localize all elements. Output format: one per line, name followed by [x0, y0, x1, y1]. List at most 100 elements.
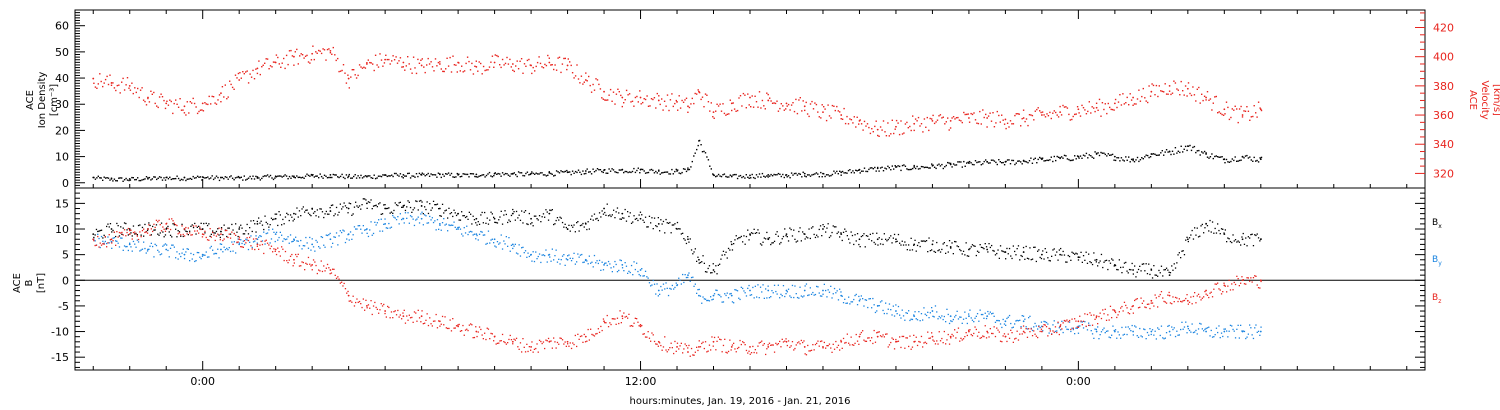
bottom-ytick-label: 10: [55, 223, 69, 236]
data-point: [687, 351, 689, 353]
data-point: [302, 261, 304, 264]
data-point: [266, 223, 269, 225]
data-point: [1227, 237, 1229, 239]
data-point: [145, 252, 147, 254]
data-point: [1163, 338, 1165, 340]
data-point: [563, 57, 565, 60]
data-point: [189, 232, 191, 234]
data-point: [701, 151, 704, 153]
data-point: [159, 224, 161, 226]
data-point: [996, 327, 998, 329]
data-point: [650, 98, 653, 100]
data-point: [144, 178, 146, 180]
data-point: [413, 311, 416, 313]
data-point: [347, 175, 350, 178]
data-point: [260, 220, 262, 222]
data-point: [1167, 151, 1169, 153]
data-point: [177, 258, 179, 260]
data-point: [1086, 313, 1089, 316]
data-point: [653, 283, 656, 285]
data-point: [841, 118, 844, 120]
data-point: [401, 318, 403, 320]
data-point: [339, 230, 341, 232]
data-point: [1100, 115, 1102, 117]
data-point: [1090, 314, 1092, 316]
data-point: [1218, 288, 1220, 290]
data-point: [270, 217, 273, 219]
data-point: [913, 244, 915, 246]
data-point: [689, 280, 691, 282]
data-point: [1210, 291, 1212, 293]
data-point: [338, 70, 340, 73]
data-point: [412, 175, 415, 177]
data-point: [511, 243, 514, 246]
data-point: [636, 262, 638, 264]
data-point: [842, 302, 845, 304]
data-point: [238, 236, 241, 238]
data-point: [734, 348, 736, 350]
data-point: [193, 177, 196, 179]
data-point: [859, 298, 861, 300]
data-point: [388, 58, 390, 61]
data-point: [852, 170, 854, 172]
data-point: [979, 309, 981, 311]
data-point: [278, 236, 280, 239]
data-point: [1082, 107, 1085, 109]
data-point: [426, 174, 428, 176]
data-point: [164, 179, 167, 181]
data-point: [791, 235, 794, 237]
data-point: [910, 348, 912, 350]
data-point: [925, 314, 928, 317]
data-point: [284, 67, 286, 70]
data-point: [107, 223, 109, 225]
data-point: [1117, 269, 1119, 271]
data-point: [471, 62, 473, 65]
data-point: [287, 63, 289, 66]
data-point: [951, 166, 953, 168]
data-point: [795, 344, 797, 346]
data-point: [989, 311, 991, 313]
data-point: [992, 112, 994, 114]
data-point: [278, 211, 280, 213]
data-point: [901, 240, 903, 242]
data-point: [895, 338, 897, 341]
data-point: [173, 246, 175, 248]
data-point: [1022, 315, 1025, 317]
data-point: [408, 222, 410, 224]
data-point: [607, 172, 609, 174]
data-point: [989, 162, 991, 164]
data-point: [992, 159, 994, 161]
data-point: [703, 262, 705, 264]
data-point: [772, 242, 774, 244]
top-right-ylabel-line1: ACE: [1467, 90, 1478, 110]
data-point: [703, 298, 705, 300]
data-point: [757, 176, 759, 178]
data-point: [789, 346, 791, 348]
data-point: [445, 68, 447, 70]
data-point: [191, 178, 193, 180]
data-point: [994, 254, 997, 256]
data-point: [1234, 156, 1236, 158]
data-point: [832, 343, 834, 345]
data-point: [1028, 114, 1031, 116]
data-point: [153, 176, 155, 178]
data-point: [1196, 295, 1198, 297]
data-point: [701, 261, 703, 263]
data-point: [311, 52, 314, 55]
data-point: [680, 283, 682, 285]
data-point: [1002, 318, 1004, 321]
data-point: [384, 310, 387, 312]
data-point: [538, 173, 540, 175]
data-point: [443, 70, 445, 73]
data-point: [750, 232, 753, 234]
data-point: [787, 175, 790, 177]
data-point: [311, 269, 313, 271]
data-point: [241, 246, 243, 248]
data-point: [765, 238, 767, 240]
data-point: [1240, 244, 1242, 246]
data-point: [644, 172, 647, 174]
data-point: [440, 215, 442, 217]
data-point: [1054, 326, 1057, 328]
data-point: [152, 225, 154, 228]
data-point: [941, 163, 943, 166]
